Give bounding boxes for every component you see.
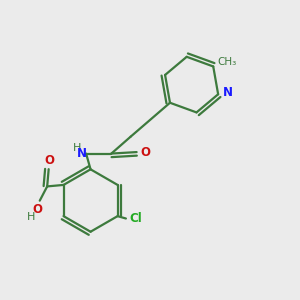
Text: H: H — [27, 212, 36, 222]
Text: O: O — [140, 146, 150, 159]
Text: H: H — [73, 142, 81, 153]
Text: O: O — [45, 154, 55, 167]
Text: N: N — [77, 147, 87, 160]
Text: N: N — [223, 86, 233, 99]
Text: CH₃: CH₃ — [217, 57, 236, 67]
Text: O: O — [32, 203, 42, 216]
Text: Cl: Cl — [129, 212, 142, 225]
